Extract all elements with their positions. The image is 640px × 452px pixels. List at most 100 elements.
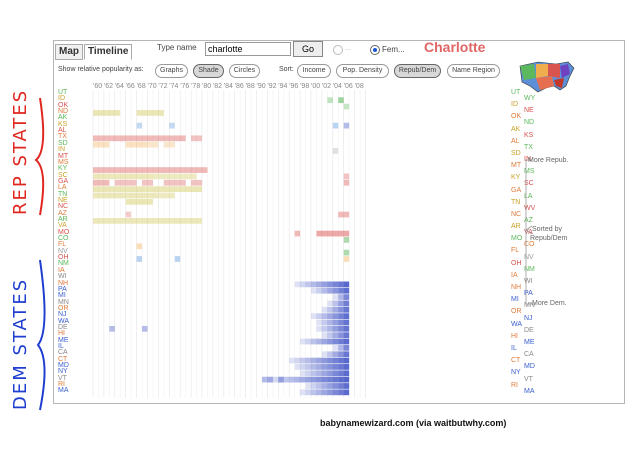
shade-cell [343, 357, 350, 364]
shade-cell [321, 325, 328, 332]
state-label: NM [58, 260, 69, 268]
sort-income-button[interactable]: Income [297, 64, 331, 78]
shade-cell [332, 376, 339, 383]
shade-cell [289, 357, 295, 364]
state-label: TN [58, 190, 68, 198]
state-label: DE [524, 326, 534, 334]
tab-map[interactable]: Map [55, 44, 83, 60]
state-label: SC [524, 180, 534, 188]
state-label: MS [58, 158, 69, 166]
shade-cell [321, 351, 328, 358]
shade-cell [343, 249, 350, 256]
year-label: '68 [136, 83, 146, 90]
sort-density-button[interactable]: Pop. Density [336, 64, 389, 78]
state-label: NH [58, 279, 69, 287]
shade-cell [316, 230, 350, 237]
year-label: '74 [169, 83, 179, 90]
shade-cell [136, 110, 164, 116]
gender-female-label: Fem... [382, 45, 405, 54]
shade-cell [316, 281, 322, 288]
state-label: NV [58, 247, 68, 255]
shade-cell [321, 370, 328, 377]
year-label: '94 [278, 83, 288, 90]
state-label: AZ [58, 209, 67, 217]
state-label: KY [511, 174, 521, 182]
shade-cell [332, 313, 339, 319]
state-label: IN [58, 146, 65, 154]
year-label: '04 [332, 83, 342, 90]
shade-cell [278, 376, 284, 383]
shade-cell [289, 376, 295, 383]
state-label: VT [524, 375, 533, 383]
shade-cell [332, 148, 339, 154]
shade-cell [311, 313, 317, 319]
shade-cell [321, 287, 328, 294]
sort-region-button[interactable]: Name Region [447, 64, 500, 78]
shade-cell [338, 294, 344, 300]
handwritten-brackets [34, 97, 46, 411]
shade-cell [338, 319, 344, 326]
state-label: CA [58, 349, 68, 357]
shade-cell [332, 332, 339, 339]
shade-cell [321, 313, 328, 319]
shade-cell [343, 370, 350, 377]
shade-cell [332, 370, 339, 377]
shade-cell [327, 383, 333, 389]
display-shade-button[interactable]: Shade [193, 64, 224, 78]
state-label: KY [58, 165, 68, 173]
tab-timeline[interactable]: Timeline [84, 44, 133, 60]
year-label: '60 [93, 83, 103, 90]
shade-cell [327, 357, 333, 364]
state-label: SC [58, 171, 68, 179]
state-label: MT [511, 162, 522, 170]
display-circles-button[interactable]: Circles [229, 64, 260, 78]
selected-name-title: Charlotte [424, 39, 486, 55]
gender-radio-female[interactable] [370, 45, 380, 55]
shade-cell [294, 357, 301, 364]
shade-cell [327, 370, 333, 377]
go-button[interactable]: Go [293, 41, 323, 57]
shade-cell [338, 97, 344, 104]
shade-cell [191, 135, 202, 142]
shade-cell [321, 389, 328, 396]
shade-cell [142, 325, 148, 332]
state-label: IA [58, 266, 65, 274]
shade-cell [321, 338, 328, 345]
state-label: MA [524, 387, 535, 395]
year-label: '72 [158, 83, 168, 90]
gender-radio-other[interactable] [333, 45, 343, 55]
state-label: RI [58, 381, 65, 389]
shade-cell [327, 313, 333, 319]
shade-cell [332, 364, 339, 370]
name-search-input[interactable] [205, 42, 291, 56]
shade-cell [343, 338, 350, 345]
shade-cell [294, 364, 301, 370]
state-label: CA [524, 351, 534, 359]
search-label: Type name [157, 43, 197, 52]
state-label: NE [58, 196, 68, 204]
shade-cell [327, 287, 333, 294]
state-label: GA [511, 186, 522, 194]
shade-cell [169, 122, 175, 129]
shade-cell [311, 364, 317, 370]
year-label: '88 [245, 83, 255, 90]
shade-cell [343, 103, 350, 110]
shade-cell [327, 332, 333, 339]
state-label: ND [524, 119, 535, 127]
shade-cell [272, 376, 279, 383]
shade-cell [261, 376, 268, 383]
state-label: IL [58, 343, 64, 350]
shade-cell [343, 345, 350, 351]
shade-cell [300, 338, 306, 345]
shade-cell [109, 325, 115, 332]
state-label: NJ [58, 311, 67, 319]
shade-cell [321, 383, 328, 389]
state-label: WY [524, 95, 536, 103]
shade-cell [332, 300, 339, 307]
sort-repub-dem-button[interactable]: Repub/Dem [394, 64, 441, 78]
shade-cell [300, 370, 306, 377]
us-map-icon[interactable] [516, 56, 578, 96]
year-label: '62 [103, 83, 114, 90]
shade-cell [332, 319, 339, 326]
display-graphs-button[interactable]: Graphs [155, 64, 188, 78]
